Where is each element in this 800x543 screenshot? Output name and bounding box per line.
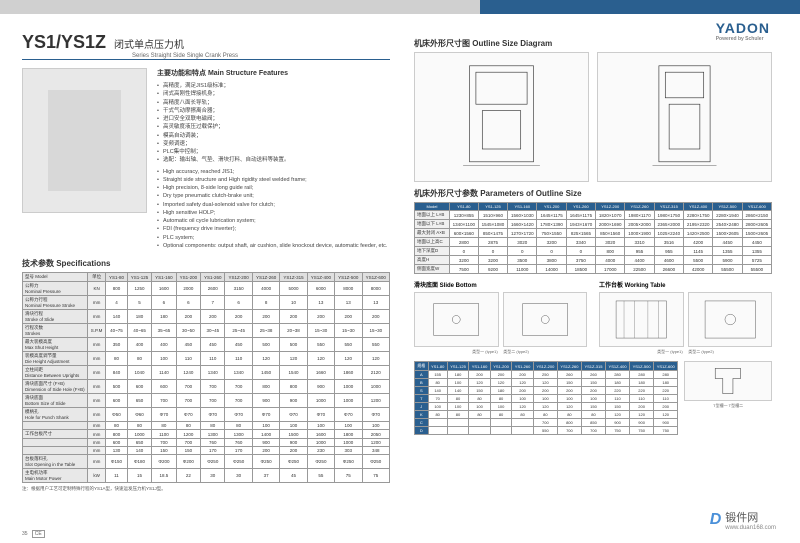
feature-item: Automatic oil cycle lubrication system;: [157, 217, 390, 225]
features-list-en: High accuracy, reached JIS1;Straight sid…: [157, 168, 390, 251]
worktable-title: 工作台板 Working Table: [599, 280, 772, 289]
brand-name: YADON: [716, 20, 770, 36]
slide-diagram-2: [503, 292, 588, 347]
feature-item: High accuracy, reached JIS1;: [157, 168, 390, 176]
param-table: ModelYS1-80YS1-125YS1-160YS1-200YS1-260Y…: [414, 202, 772, 274]
feature-item: 变频调速；: [157, 140, 390, 148]
top-bar: [0, 0, 800, 14]
slide-diagram-1: [414, 292, 499, 347]
feature-item: 选配：输出轴、气垫、滑块打料、自动送料等装置。: [157, 156, 390, 164]
feature-item: High precision, 8-side long guide rail;: [157, 184, 390, 192]
small-spec-table: 规格YS1-80YS1-125YS1-160YS1-200YS1-260YS1Z…: [414, 361, 678, 435]
brand-tagline: Powered by Schuler: [716, 36, 770, 42]
feature-item: Dry type pneumatic clutch-brake unit;: [157, 192, 390, 200]
feature-item: 干式气动摩擦离合器；: [157, 107, 390, 115]
feature-item: 模高自动调装；: [157, 132, 390, 140]
feature-item: PLC system;: [157, 234, 390, 242]
right-column: 机床外形尺寸图 Outline Size Diagram 机床外形尺寸参数 Pa…: [402, 32, 772, 492]
title-divider: [22, 59, 390, 60]
spec-title: 技术参数 Specifications: [22, 258, 390, 269]
worktable-diagram-1: [599, 292, 684, 347]
left-column: YS1/YS1Z 闭式单点压力机 Series Straight Side Si…: [22, 32, 402, 492]
product-photo: [22, 68, 147, 213]
features-list-cn: 高精度，满足JIS1级标准；闭式高刚性焊接机身；高精度八面长导轨；干式气动摩擦离…: [157, 82, 390, 165]
page-footer: 35 CE: [22, 531, 45, 537]
feature-item: Optional components: output shaft, air c…: [157, 242, 390, 250]
title-cn: 闭式单点压力机: [114, 36, 184, 51]
feature-item: 闭式高刚性焊接机身；: [157, 90, 390, 98]
feature-item: 进口安全双联电磁阀；: [157, 115, 390, 123]
outline-diagram-front: [414, 52, 589, 182]
feature-item: PLC集中控制；: [157, 148, 390, 156]
t-slot-diagram-1: [684, 361, 772, 401]
feature-item: Imported safety dual-solenoid valve for …: [157, 201, 390, 209]
watermark: D 锻件网 www.duan168.com: [710, 509, 776, 531]
feature-item: Straight side structure and High rigidit…: [157, 176, 390, 184]
outline-diagram-side: [597, 52, 772, 182]
feature-item: 高精度八面长导轨；: [157, 99, 390, 107]
feature-item: 高灵敏度液压过载保护；: [157, 123, 390, 131]
features-title: 主要功能和特点 Main Structure Features: [157, 68, 390, 78]
footnote: 注：根据用户工艺可定制特殊行程的YS1A型，快速运发压力机YS1J型。: [22, 486, 390, 492]
brand-logo: YADON Powered by Schuler: [716, 20, 770, 42]
slide-title: 滑块底面 Slide Bottom: [414, 280, 587, 289]
spec-table: 型号 Model单位YS1-80YS1-125YS1-160YS1-200YS1…: [22, 272, 390, 483]
worktable-diagram-2: [688, 292, 773, 347]
param-title: 机床外形尺寸参数 Parameters of Outline Size: [414, 188, 772, 199]
feature-item: FDI (frequency drive inverter);: [157, 225, 390, 233]
model-title: YS1/YS1Z: [22, 32, 106, 53]
feature-item: 高精度，满足JIS1级标准；: [157, 82, 390, 90]
feature-item: High sensitive HOLP;: [157, 209, 390, 217]
